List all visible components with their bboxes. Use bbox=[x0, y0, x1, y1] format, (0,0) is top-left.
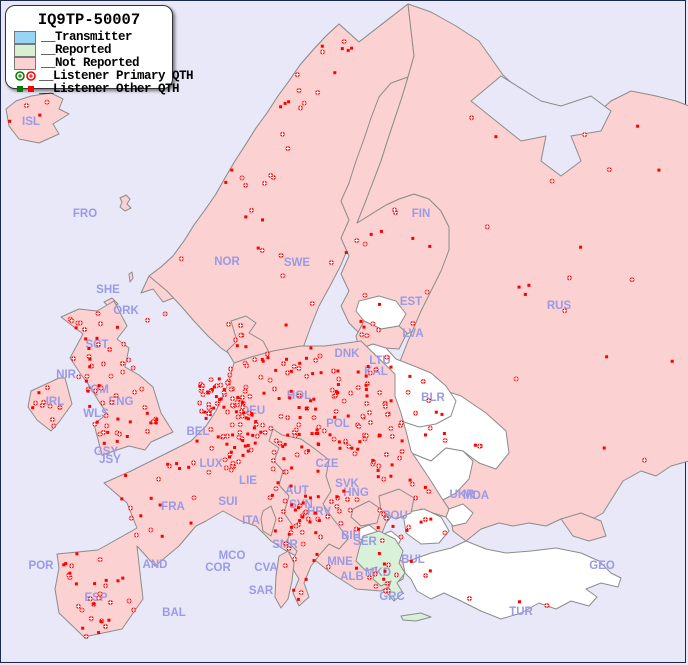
svg-text:FIN: FIN bbox=[412, 208, 431, 220]
svg-text:CZE: CZE bbox=[316, 458, 339, 470]
svg-text:NIR: NIR bbox=[56, 369, 77, 381]
svg-text:ALB: ALB bbox=[340, 571, 364, 583]
svg-text:POL: POL bbox=[326, 418, 350, 430]
svg-text:ISL: ISL bbox=[22, 116, 40, 128]
svg-text:JSY: JSY bbox=[99, 454, 121, 466]
svg-text:SER: SER bbox=[353, 536, 377, 548]
svg-text:NOR: NOR bbox=[214, 256, 240, 268]
svg-text:DNK: DNK bbox=[335, 348, 361, 360]
svg-text:FRA: FRA bbox=[161, 501, 185, 513]
svg-text:SHE: SHE bbox=[96, 284, 120, 296]
svg-text:BLR: BLR bbox=[421, 392, 445, 404]
svg-text:RUS: RUS bbox=[547, 300, 572, 312]
svg-text:EST: EST bbox=[400, 296, 422, 308]
svg-text:BUL: BUL bbox=[401, 554, 425, 566]
svg-text:GRC: GRC bbox=[379, 591, 405, 603]
svg-text:BEL: BEL bbox=[187, 426, 210, 438]
svg-text:CVA: CVA bbox=[254, 562, 277, 574]
svg-text:COR: COR bbox=[205, 562, 231, 574]
svg-text:ITA: ITA bbox=[242, 515, 260, 527]
svg-text:FRO: FRO bbox=[73, 208, 97, 220]
svg-text:LIE: LIE bbox=[239, 475, 257, 487]
svg-text:UKR: UKR bbox=[450, 489, 476, 501]
svg-text:POR: POR bbox=[29, 560, 55, 572]
svg-text:ESP: ESP bbox=[84, 592, 107, 604]
svg-text:SWE: SWE bbox=[284, 257, 311, 269]
svg-text:GEO: GEO bbox=[589, 560, 615, 572]
svg-text:LVA: LVA bbox=[402, 328, 423, 340]
svg-text:TUR: TUR bbox=[509, 606, 533, 618]
svg-text:MCO: MCO bbox=[219, 550, 246, 562]
svg-text:SAR: SAR bbox=[249, 585, 274, 597]
svg-text:ORK: ORK bbox=[113, 305, 139, 317]
svg-text:AND: AND bbox=[143, 559, 168, 571]
svg-text:BAL: BAL bbox=[162, 607, 186, 619]
svg-text:MNE: MNE bbox=[327, 556, 353, 568]
svg-text:LUX: LUX bbox=[200, 458, 223, 470]
svg-text:SUI: SUI bbox=[218, 496, 237, 508]
